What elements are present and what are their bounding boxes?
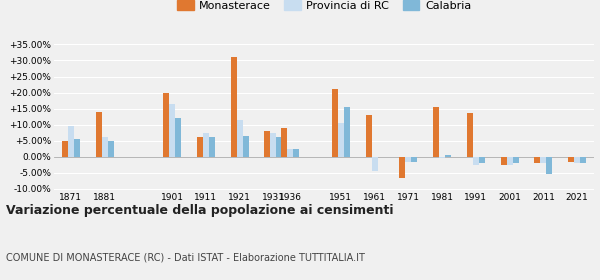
- Text: COMUNE DI MONASTERACE (RC) - Dati ISTAT - Elaborazione TUTTITALIA.IT: COMUNE DI MONASTERACE (RC) - Dati ISTAT …: [6, 252, 365, 262]
- Bar: [236, 120, 242, 157]
- Bar: [445, 155, 451, 157]
- Bar: [473, 157, 479, 165]
- Bar: [399, 157, 406, 178]
- Bar: [467, 113, 473, 157]
- Bar: [338, 123, 344, 157]
- Bar: [242, 136, 249, 157]
- Bar: [574, 157, 580, 163]
- Text: Variazione percentuale della popolazione ai censimenti: Variazione percentuale della popolazione…: [6, 204, 394, 217]
- Bar: [332, 89, 338, 157]
- Bar: [209, 137, 215, 157]
- Bar: [107, 141, 114, 157]
- Bar: [74, 139, 80, 157]
- Bar: [344, 107, 350, 157]
- Bar: [547, 157, 553, 174]
- Bar: [287, 149, 293, 157]
- Legend: Monasterace, Provincia di RC, Calabria: Monasterace, Provincia di RC, Calabria: [172, 0, 476, 15]
- Bar: [281, 128, 287, 157]
- Bar: [534, 157, 541, 163]
- Bar: [293, 149, 299, 157]
- Bar: [479, 157, 485, 163]
- Bar: [163, 93, 169, 157]
- Bar: [175, 118, 181, 157]
- Bar: [365, 115, 371, 157]
- Bar: [230, 57, 236, 157]
- Bar: [500, 157, 506, 165]
- Bar: [62, 141, 68, 157]
- Bar: [68, 126, 74, 157]
- Bar: [101, 137, 107, 157]
- Bar: [197, 137, 203, 157]
- Bar: [439, 157, 445, 158]
- Bar: [512, 157, 519, 163]
- Bar: [406, 157, 412, 162]
- Bar: [371, 157, 377, 171]
- Bar: [277, 137, 283, 157]
- Bar: [271, 133, 277, 157]
- Bar: [264, 131, 271, 157]
- Bar: [580, 157, 586, 163]
- Bar: [506, 157, 512, 165]
- Bar: [541, 157, 547, 163]
- Bar: [433, 107, 439, 157]
- Bar: [568, 157, 574, 162]
- Bar: [203, 133, 209, 157]
- Bar: [95, 113, 101, 157]
- Bar: [169, 104, 175, 157]
- Bar: [412, 157, 418, 162]
